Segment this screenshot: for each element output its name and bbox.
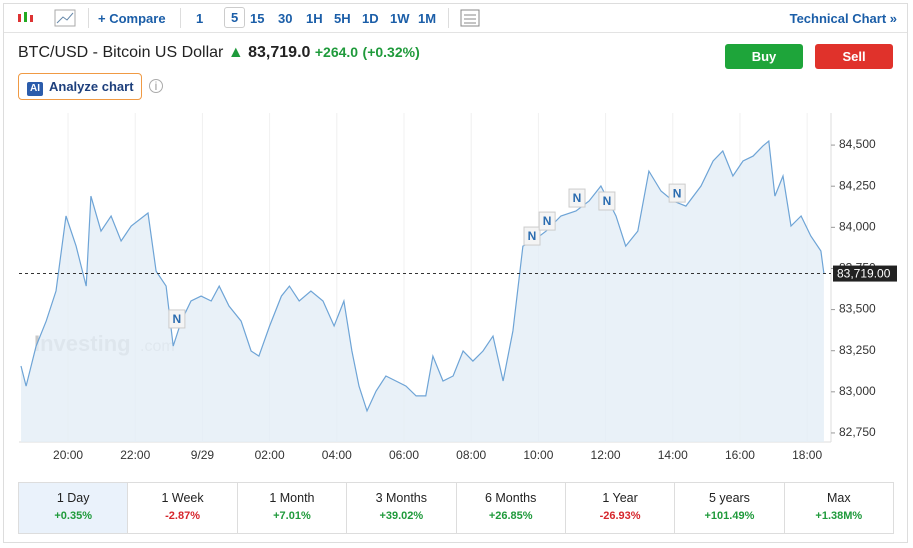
period-cell[interactable]: 1 Month +7.01% (238, 483, 348, 533)
svg-text:i: i (155, 79, 158, 93)
interval-button[interactable]: 1M (418, 11, 437, 26)
change-pct: (+0.32%) (362, 44, 420, 60)
period-cell[interactable]: 1 Day +0.35% (19, 483, 129, 533)
change: +264.0 (314, 44, 359, 60)
interval-button[interactable]: 30 (278, 11, 293, 26)
info-icon[interactable]: i (148, 78, 164, 94)
news-marker[interactable] (568, 188, 586, 208)
period-label: Max (827, 491, 851, 505)
news-marker[interactable] (538, 211, 556, 231)
news-label: N (603, 194, 612, 208)
news-label: N (528, 229, 537, 243)
technical-chart-link[interactable]: Technical Chart » (789, 11, 897, 26)
period-cell[interactable]: 1 Year -26.93% (566, 483, 676, 533)
up-arrow: ▲ (227, 44, 244, 61)
ai-badge: AI (27, 82, 43, 96)
news-label: N (573, 191, 582, 205)
period-change: +101.49% (704, 510, 755, 522)
toolbar: + Compare 1 5 15 30 1H 5H 1D 1W 1M Technical Cha… (4, 4, 907, 33)
x-tick-label: 06:00 (389, 448, 419, 462)
x-tick-label: 16:00 (725, 448, 755, 462)
y-tick-label: 83,500 (839, 302, 876, 316)
period-cell[interactable]: 6 Months +26.85% (457, 483, 566, 533)
interval-button[interactable]: 1W (390, 11, 410, 26)
period-label: 5 years (708, 491, 750, 505)
instrument-title: BTC/USD - Bitcoin US Dollar (18, 44, 224, 61)
period-change: +39.02% (379, 510, 424, 522)
compare-button[interactable]: + Compare (98, 11, 166, 26)
period-change: -26.93% (599, 510, 641, 522)
x-tick-label: 9/29 (191, 448, 215, 462)
price: 83,719.0 (248, 44, 311, 61)
interval-button[interactable]: 15 (250, 11, 265, 26)
y-tick-label: 83,000 (839, 384, 876, 398)
x-tick-label: 02:00 (255, 448, 285, 462)
y-tick-label: 83,250 (839, 343, 876, 357)
compare-label: Compare (109, 11, 166, 26)
period-label: 6 Months (484, 491, 537, 505)
period-cell[interactable]: 1 Week -2.87% (128, 483, 238, 533)
last-price-tag (833, 265, 897, 282)
sell-button[interactable]: Sell (815, 44, 893, 69)
y-tick-label: 84,000 (839, 219, 876, 233)
y-tick-label: 84,500 (839, 137, 876, 151)
interval-button[interactable]: 1 (196, 11, 204, 26)
period-change: +7.01% (273, 510, 311, 522)
period-cell[interactable]: 3 Months +39.02% (347, 483, 457, 533)
x-tick-label: 20:00 (53, 448, 83, 462)
y-tick-label: 82,750 (839, 425, 876, 439)
period-change: -2.87% (165, 510, 200, 522)
separator (88, 8, 89, 28)
analyze-label: Analyze chart (49, 79, 134, 94)
x-tick-label: 04:00 (322, 448, 352, 462)
news-marker[interactable] (668, 183, 686, 203)
interval-button[interactable]: 5H (334, 11, 351, 26)
buy-button[interactable]: Buy (725, 44, 803, 69)
news-marker[interactable] (523, 226, 541, 246)
news-marker[interactable] (168, 309, 186, 329)
area (21, 141, 824, 442)
x-tick-label: 14:00 (658, 448, 688, 462)
period-cell[interactable]: 5 years +101.49% (675, 483, 785, 533)
table-icon[interactable] (460, 9, 480, 27)
period-change: +1.38M% (815, 510, 863, 522)
period-label: 1 Year (602, 491, 638, 505)
y-tick-label: 84,250 (839, 178, 876, 192)
news-marker[interactable] (598, 191, 616, 211)
last-price-label: 83,719.00 (837, 267, 891, 281)
analyze-button[interactable]: AI Analyze chart (18, 73, 142, 100)
chart: 82,75083,00083,25083,50083,75084,00084,2… (19, 113, 897, 462)
x-tick-label: 18:00 (792, 448, 822, 462)
period-change: +26.85% (488, 510, 533, 522)
separator (448, 8, 449, 28)
x-tick-label: 10:00 (523, 448, 553, 462)
period-label: 1 Week (161, 491, 204, 505)
period-label: 1 Day (56, 491, 90, 505)
period-change: +0.35% (54, 510, 92, 522)
widget: + Compare 1 5 15 30 1H 5H 1D 1W 1M Technical Cha… (3, 3, 908, 543)
news-label: N (173, 312, 182, 326)
period-label: 1 Month (269, 491, 315, 505)
line (20, 139, 825, 413)
area-icon[interactable] (54, 9, 76, 27)
period-label: 3 Months (375, 491, 428, 505)
interval-button[interactable]: 5 (224, 7, 246, 28)
interval-button[interactable]: 1D (362, 11, 379, 26)
separator (180, 8, 181, 28)
candle-icon[interactable] (16, 10, 36, 26)
x-tick-label: 22:00 (120, 448, 150, 462)
news-label: N (543, 214, 552, 228)
instrument-header: BTC/USD - Bitcoin US Dollar ▲ 83,719.0 +… (18, 44, 420, 62)
interval-button[interactable]: 1H (306, 11, 323, 26)
x-tick-label: 12:00 (591, 448, 621, 462)
period-cell[interactable]: Max +1.38M% (785, 483, 893, 533)
period-table: 1 Day +0.35% 1 Week -2.87% 1 Month +7.01% 3 Mo… (18, 482, 894, 534)
news-label: N (673, 186, 682, 200)
x-tick-label: 08:00 (456, 448, 486, 462)
